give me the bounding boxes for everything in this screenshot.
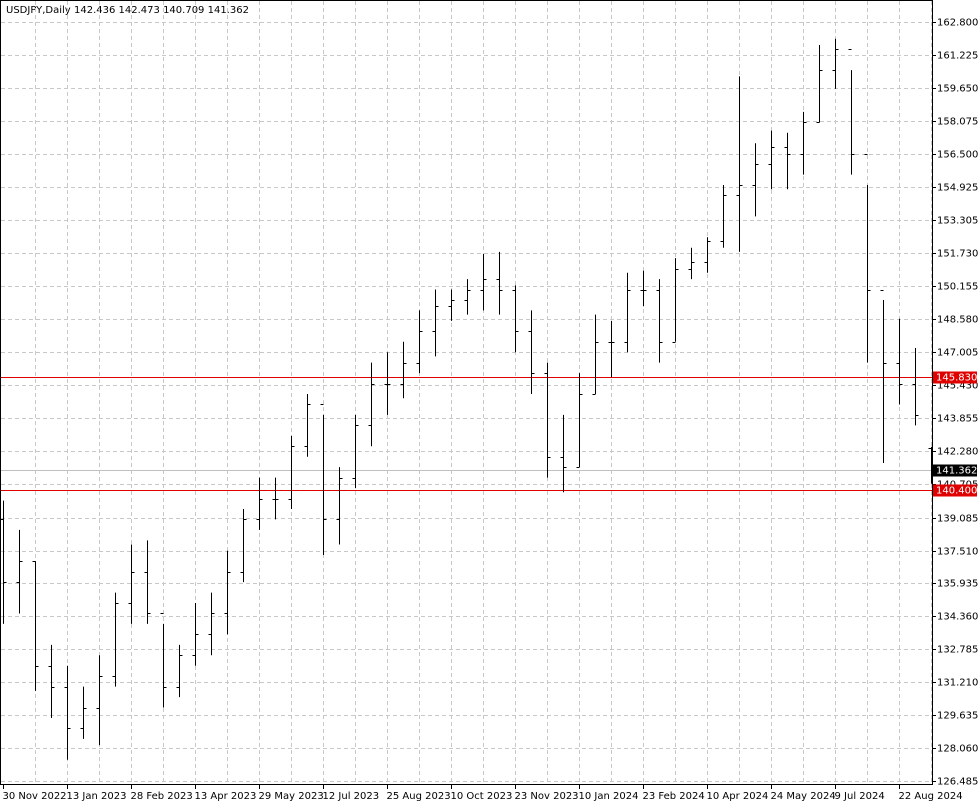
y-tick-label: 153.305 (937, 216, 978, 227)
level-label: 141.362 (936, 466, 977, 477)
level-label: 140.400 (936, 486, 977, 497)
y-tick-label: 154.925 (937, 183, 978, 194)
x-tick-label: 29 May 2023 (259, 791, 324, 802)
y-tick-label: 145.430 (937, 381, 978, 392)
x-tick-label: 10 Apr 2024 (707, 791, 769, 802)
level-label: 145.830 (936, 373, 977, 384)
y-tick-label: 135.935 (937, 579, 978, 590)
x-tick-label: 10 Oct 2023 (451, 791, 513, 802)
y-tick-label: 129.635 (937, 711, 978, 722)
y-tick-label: 126.485 (937, 777, 978, 788)
x-tick-label: 23 Feb 2024 (643, 791, 705, 802)
level-label-bg (933, 371, 977, 384)
y-tick-label: 151.730 (937, 249, 978, 260)
y-tick-label: 150.155 (937, 282, 978, 293)
x-tick-label: 25 Aug 2023 (387, 791, 451, 802)
y-tick-label: 143.855 (937, 414, 978, 425)
x-tick-label: 28 Feb 2023 (131, 791, 193, 802)
y-tick-label: 158.075 (937, 117, 978, 128)
y-tick-label: 156.500 (937, 150, 978, 161)
y-tick-label: 132.785 (937, 645, 978, 656)
x-tick-label: 30 Nov 2022 (3, 791, 67, 802)
x-tick-label: 9 Jul 2024 (835, 791, 885, 802)
y-tick-label: 148.580 (937, 315, 978, 326)
x-tick-label: 24 May 2024 (771, 791, 836, 802)
y-tick-label: 131.210 (937, 678, 978, 689)
y-tick-label: 159.650 (937, 84, 978, 95)
y-tick-label: 161.225 (937, 51, 978, 62)
y-tick-label: 134.360 (937, 612, 978, 623)
x-tick-label: 22 Aug 2024 (899, 791, 963, 802)
plot-frame (0, 0, 933, 785)
y-tick-label: 128.060 (937, 744, 978, 755)
chart-title: USDJPY,Daily (6, 5, 71, 16)
ohlc-info: 142.436 142.473 140.709 141.362 (74, 5, 249, 16)
y-tick-label: 142.280 (937, 447, 978, 458)
y-tick-label: 147.005 (937, 348, 978, 359)
y-tick-label: 137.510 (937, 547, 978, 558)
x-tick-label: 13 Apr 2023 (195, 791, 257, 802)
y-tick-label: 139.085 (937, 514, 978, 525)
y-tick-label: 162.800 (937, 18, 978, 29)
level-label-bg (933, 484, 977, 497)
level-label-bg (933, 464, 977, 477)
x-tick-label: 12 Jul 2023 (323, 791, 380, 802)
x-tick-label: 23 Nov 2023 (515, 791, 579, 802)
x-tick-label: 10 Jan 2024 (579, 791, 639, 802)
x-tick-label: 13 Jan 2023 (67, 791, 127, 802)
